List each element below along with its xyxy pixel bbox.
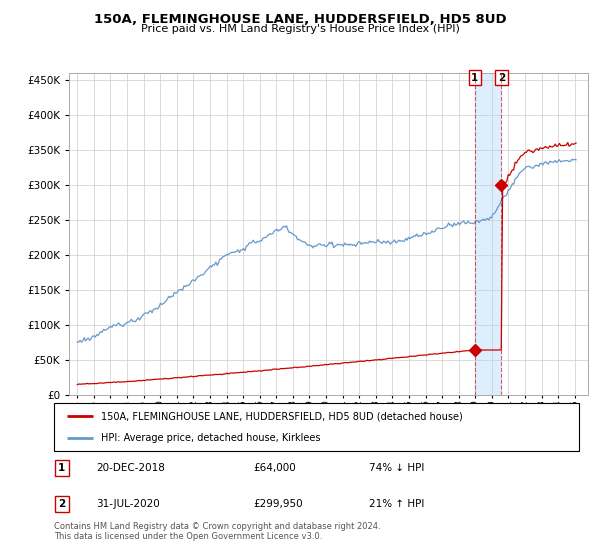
Text: 150A, FLEMINGHOUSE LANE, HUDDERSFIELD, HD5 8UD: 150A, FLEMINGHOUSE LANE, HUDDERSFIELD, H… [94, 13, 506, 26]
Bar [475, 73, 502, 395]
Text: 31-JUL-2020: 31-JUL-2020 [96, 499, 160, 509]
Text: 74% ↓ HPI: 74% ↓ HPI [369, 463, 424, 473]
Text: 2: 2 [498, 73, 505, 83]
Text: £64,000: £64,000 [254, 463, 296, 473]
Text: 21% ↑ HPI: 21% ↑ HPI [369, 499, 424, 509]
Text: 1: 1 [471, 73, 478, 83]
Text: £299,950: £299,950 [254, 499, 303, 509]
Text: HPI: Average price, detached house, Kirklees: HPI: Average price, detached house, Kirk… [101, 433, 321, 443]
Text: 2: 2 [58, 499, 65, 509]
Text: Contains HM Land Registry data © Crown copyright and database right 2024.
This d: Contains HM Land Registry data © Crown c… [54, 522, 380, 542]
Text: Price paid vs. HM Land Registry's House Price Index (HPI): Price paid vs. HM Land Registry's House … [140, 24, 460, 34]
FancyBboxPatch shape [54, 403, 579, 451]
Text: 20-DEC-2018: 20-DEC-2018 [96, 463, 165, 473]
Text: 150A, FLEMINGHOUSE LANE, HUDDERSFIELD, HD5 8UD (detached house): 150A, FLEMINGHOUSE LANE, HUDDERSFIELD, H… [101, 411, 463, 421]
Text: 1: 1 [58, 463, 65, 473]
